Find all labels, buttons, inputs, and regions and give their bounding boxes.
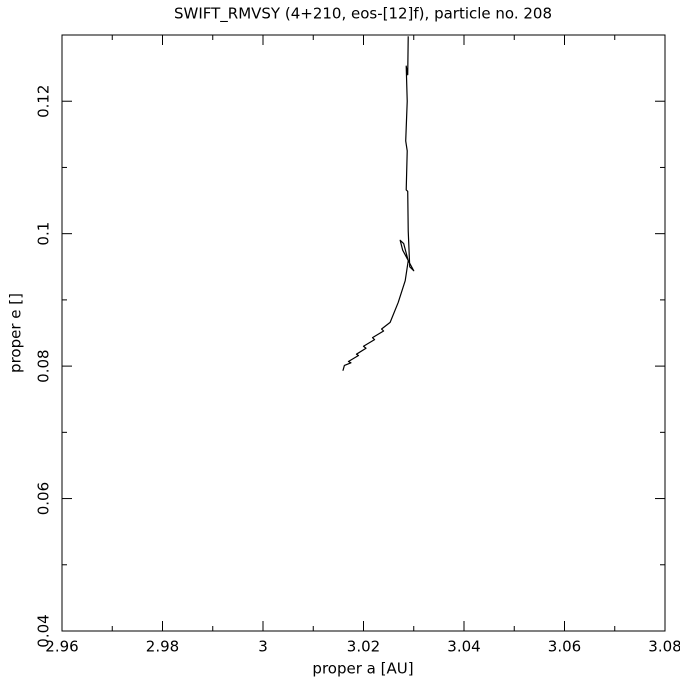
y-axis-label: proper e [] <box>7 293 25 373</box>
plot-frame <box>61 34 666 632</box>
y-tick-label: 0.1 <box>35 222 53 246</box>
x-axis-label: proper a [AU] <box>312 660 413 678</box>
x-tick-label: 3 <box>258 638 268 656</box>
x-tick-label: 2.96 <box>45 638 78 656</box>
y-tick-label: 0.04 <box>35 614 53 647</box>
x-tick-label: 3.08 <box>648 638 680 656</box>
y-tick-label: 0.12 <box>35 85 53 118</box>
x-tick-label: 3.04 <box>447 638 480 656</box>
trajectory-line <box>342 36 415 371</box>
chart-title: SWIFT_RMVSY (4+210, eos-[12]f), particle… <box>174 5 552 24</box>
x-tick-label: 3.06 <box>548 638 581 656</box>
y-tick-label: 0.06 <box>35 482 53 515</box>
y-tick-label: 0.08 <box>35 349 53 382</box>
x-tick-label: 3.02 <box>347 638 380 656</box>
x-tick-label: 2.98 <box>146 638 179 656</box>
